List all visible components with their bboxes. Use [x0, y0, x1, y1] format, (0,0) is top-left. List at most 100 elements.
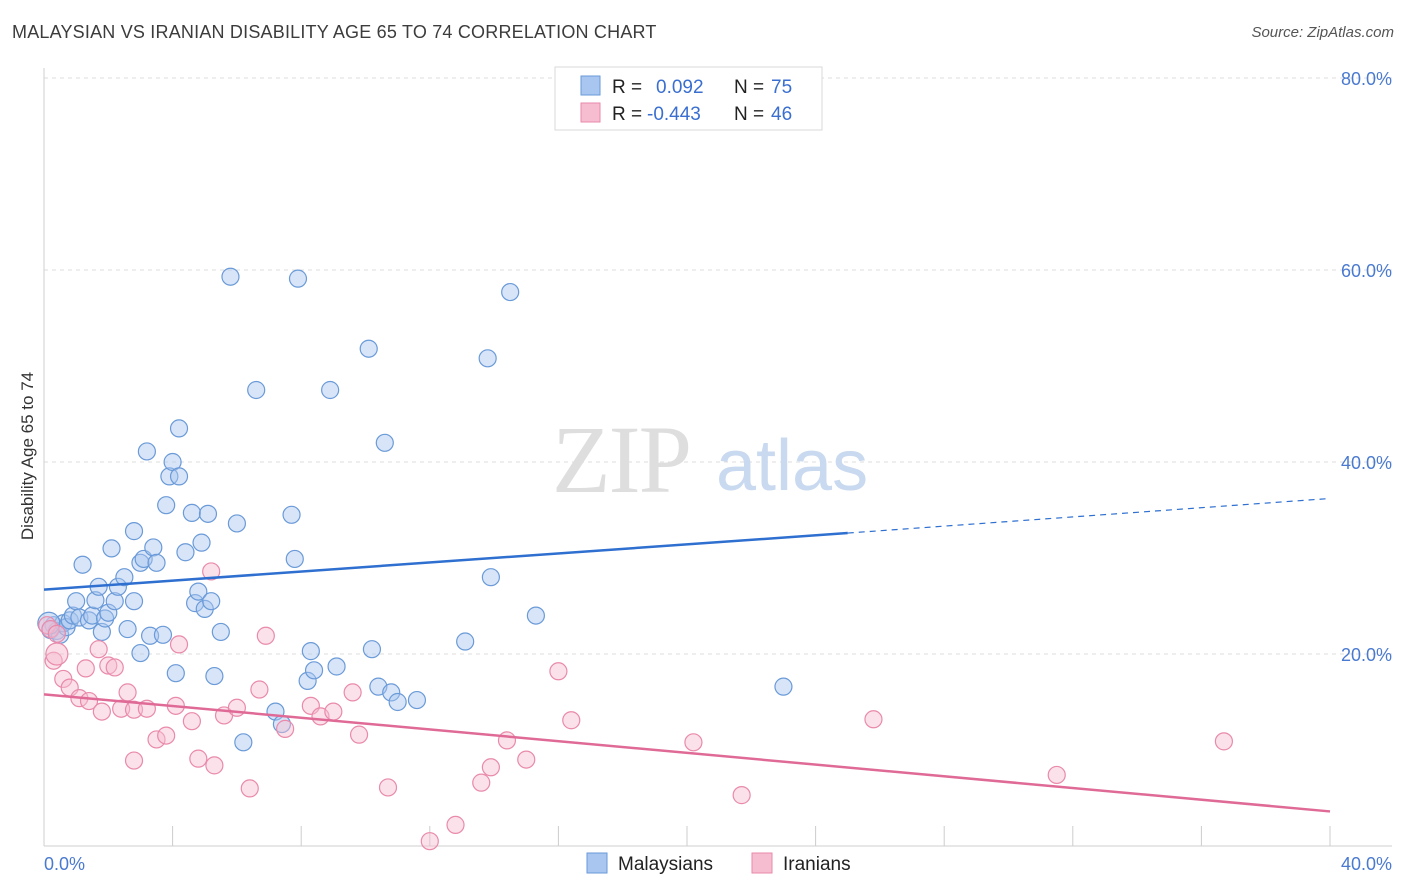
- y-tick-label: 60.0%: [1341, 261, 1392, 281]
- iranian-point: [276, 719, 295, 738]
- malaysian-point: [282, 505, 301, 524]
- legend-n-label-2: N =: [734, 104, 764, 125]
- malaysian-point: [131, 643, 150, 663]
- bottom-legend-swatch-malaysians: [586, 852, 608, 874]
- watermark-zip: ZIP: [552, 406, 690, 513]
- malaysian-point: [157, 496, 176, 515]
- malaysian-point: [124, 522, 144, 541]
- malaysian-point: [321, 380, 340, 400]
- iranian-point: [562, 711, 581, 730]
- malaysian-point: [501, 282, 520, 302]
- iranian-point: [517, 750, 536, 769]
- legend-n-label-1: N =: [734, 77, 764, 98]
- malaysian-point: [234, 733, 253, 752]
- malaysian-point: [144, 538, 163, 557]
- malaysian-point: [186, 594, 205, 613]
- iranian-point: [732, 786, 751, 805]
- watermark: ZIP atlas: [552, 406, 868, 513]
- iranian-point: [324, 702, 343, 721]
- iranian-point: [864, 710, 883, 729]
- malaysian-point: [105, 592, 124, 611]
- malaysian-point: [327, 657, 346, 676]
- malaysian-point: [359, 339, 378, 358]
- malaysian-point: [182, 503, 201, 522]
- iranian-point: [99, 656, 118, 675]
- grid-lines: [44, 77, 1392, 655]
- malaysian-point: [478, 349, 497, 368]
- malaysian-point: [211, 622, 230, 642]
- iranian-point: [343, 683, 362, 702]
- iranian-point: [349, 725, 369, 744]
- iranian-point: [169, 635, 189, 654]
- chart-title: MALAYSIAN VS IRANIAN DISABILITY AGE 65 T…: [12, 22, 657, 42]
- malaysian-point: [176, 543, 195, 562]
- malaysian-point: [153, 625, 173, 644]
- y-axis-label: Disability Age 65 to 74: [18, 372, 37, 540]
- iranian-point: [147, 730, 166, 749]
- malaysian-point: [67, 592, 86, 611]
- x-ticks: [172, 826, 1331, 846]
- y-tick-label: 40.0%: [1341, 453, 1392, 473]
- legend-r-value-1: 0.092: [656, 77, 704, 98]
- malaysian-point: [92, 622, 111, 642]
- iranian-point: [497, 731, 517, 750]
- malaysian-point: [160, 467, 179, 486]
- iranian-point: [45, 642, 69, 666]
- malaysian-point: [247, 380, 266, 400]
- x-tick-label-max: 40.0%: [1341, 854, 1392, 874]
- malaysian-point: [205, 666, 224, 686]
- iranian-point: [378, 778, 398, 797]
- iranian-point: [202, 562, 221, 581]
- malaysian-point: [407, 690, 427, 710]
- iranian-point: [227, 698, 246, 717]
- malaysian-point: [124, 592, 144, 611]
- iranian-point: [684, 733, 703, 752]
- axes: [43, 68, 1392, 847]
- malaysian-point: [388, 692, 407, 712]
- malaysian-point: [288, 269, 308, 288]
- malaysian-point: [79, 611, 99, 630]
- bottom-legend-iranians: Iranians: [783, 854, 851, 875]
- iranian-point: [240, 779, 259, 798]
- malaysian-point: [456, 632, 475, 651]
- malaysian-point: [526, 606, 545, 625]
- malaysian-point: [202, 592, 221, 611]
- watermark-atlas: atlas: [716, 426, 868, 506]
- legend-r-label-1: R =: [612, 77, 642, 98]
- malaysian-point: [227, 514, 246, 533]
- iranian-point: [446, 815, 465, 834]
- malaysian-point: [304, 661, 324, 680]
- iranian-point: [420, 832, 439, 851]
- malaysian-point: [481, 568, 500, 587]
- iranian-point: [472, 773, 491, 792]
- legend-r-value-2: -0.443: [647, 104, 701, 125]
- iranian-point: [89, 640, 108, 659]
- iranian-point: [118, 683, 137, 702]
- iranian-point: [256, 626, 275, 645]
- malaysian-point: [140, 626, 160, 645]
- iranian-point: [47, 624, 66, 643]
- legend-n-value-1: 75: [771, 77, 792, 98]
- malaysian-point: [285, 549, 304, 569]
- malaysian-point: [774, 677, 793, 696]
- malaysian-point: [108, 577, 128, 596]
- y-tick-label: 80.0%: [1341, 69, 1392, 89]
- malaysian-point: [166, 664, 185, 683]
- malaysian-point: [198, 504, 218, 523]
- iranian-point: [124, 751, 144, 770]
- malaysian-trend-extension: [847, 497, 1331, 534]
- iranian-point: [549, 662, 568, 681]
- malaysian-point: [95, 609, 115, 628]
- malaysian-trend-line: [43, 531, 848, 591]
- iranian-trend-line: [43, 693, 1331, 813]
- malaysian-point: [73, 555, 92, 574]
- iranian-point: [250, 680, 269, 699]
- malaysian-point: [147, 553, 166, 572]
- malaysian-point: [189, 582, 208, 601]
- legend-n-value-2: 46: [771, 104, 792, 125]
- iranian-point: [189, 749, 208, 768]
- iranian-point: [205, 756, 224, 775]
- malaysian-point: [137, 442, 156, 461]
- legend-r-label-2: R =: [612, 104, 642, 125]
